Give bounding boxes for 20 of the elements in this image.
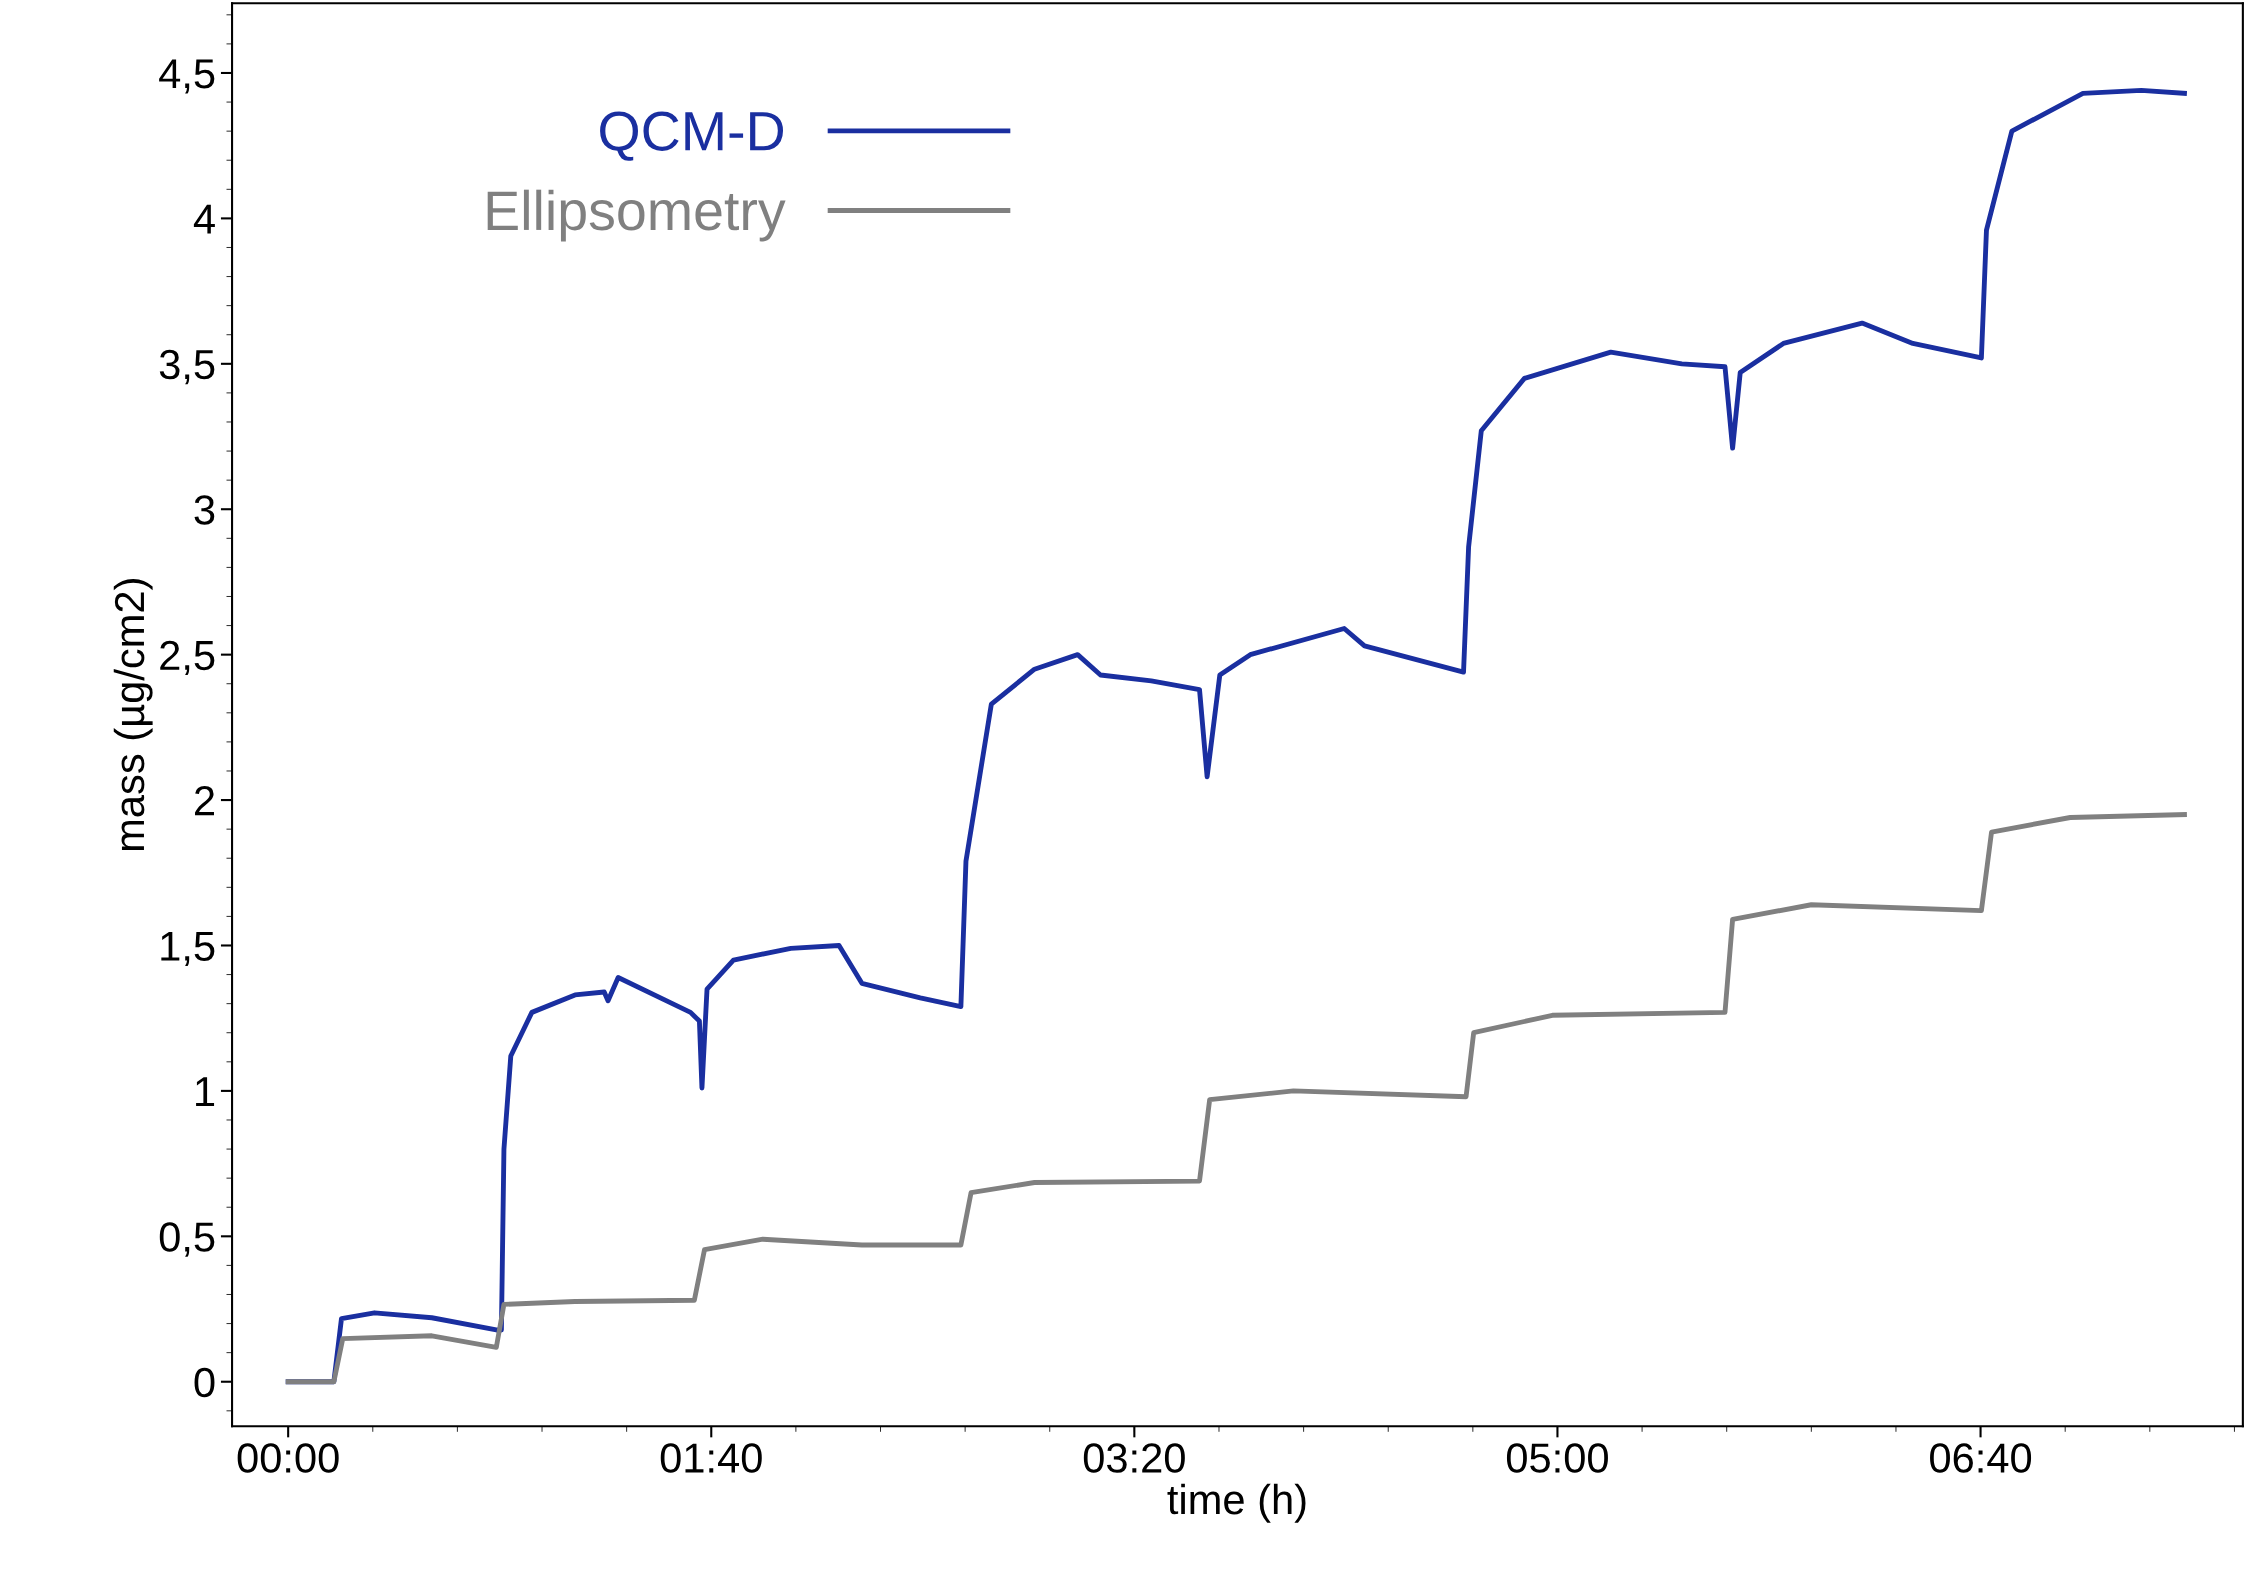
x-tick-label: 06:40 xyxy=(1930,1443,2032,1473)
y-axis-title: mass (µg/cm2) xyxy=(113,579,153,851)
y-tick-label: 2,5 xyxy=(160,640,215,676)
y-tick-label: 2 xyxy=(195,786,214,816)
x-axis-title: time (h) xyxy=(1167,1483,1306,1523)
x-tick-label: 00:00 xyxy=(237,1443,339,1473)
legend-label: Ellipsometry xyxy=(487,189,786,242)
y-tick-label: 3,5 xyxy=(159,349,215,385)
y-tick-label: 1 xyxy=(196,1077,215,1106)
x-tick-label: 05:00 xyxy=(1506,1443,1608,1473)
y-tick-label: 0 xyxy=(194,1367,215,1398)
y-tick-label: 3 xyxy=(194,495,215,525)
y-tick-label: 4 xyxy=(193,204,215,234)
legend-label: QCM-D xyxy=(600,111,784,161)
y-tick-label: 1,5 xyxy=(161,931,215,966)
y-tick-label: 4,5 xyxy=(159,59,215,94)
x-tick-label: 01:40 xyxy=(660,1443,762,1473)
line-series xyxy=(285,812,2187,1385)
x-tick-label: 03:20 xyxy=(1083,1443,1185,1473)
y-tick-label: 0,5 xyxy=(159,1222,215,1257)
